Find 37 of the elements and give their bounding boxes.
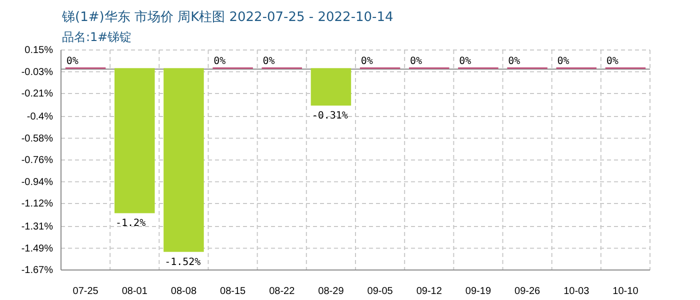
chart-title: 锑(1#)华东 市场价 周K柱图 2022-07-25 - 2022-10-14 [61, 10, 394, 25]
x-tick-label: 09-05 [367, 286, 394, 298]
x-tick-label: 07-25 [72, 286, 99, 298]
y-tick-label: -0.4% [26, 112, 54, 123]
data-label: 0% [459, 56, 472, 68]
x-tick-label: 10-10 [612, 286, 639, 298]
x-tick-label: 08-29 [318, 286, 344, 298]
data-label: 0% [410, 56, 422, 68]
x-tick-label: 08-01 [122, 286, 148, 298]
data-label: -1.52% [164, 256, 201, 268]
y-tick-label: -0.94% [21, 176, 54, 188]
y-tick-label: -1.67% [21, 265, 54, 276]
y-tick-label: -1.31% [21, 222, 54, 233]
data-label: 0% [214, 56, 226, 68]
x-tick-label: 09-26 [514, 286, 541, 298]
chart-subtitle: 品名:1#锑锭 [62, 30, 132, 44]
data-label: 0% [262, 56, 275, 68]
data-label: 0% [557, 56, 570, 68]
y-tick-label: -1.12% [21, 198, 54, 210]
data-label: -0.31% [312, 110, 348, 122]
x-tick-label: 09-19 [465, 286, 492, 298]
y-tick-label: -0.03% [21, 66, 54, 78]
y-tick-label: -1.49% [21, 243, 54, 254]
data-label: 0% [606, 56, 618, 68]
x-tick-label: 08-15 [220, 286, 246, 298]
data-label: 0% [360, 56, 373, 68]
y-tick-label: -0.76% [21, 155, 54, 166]
data-label: -1.2% [116, 218, 146, 230]
y-tick-label: 0.15% [24, 45, 54, 56]
y-tick-label: -0.21% [21, 88, 54, 100]
y-tick-label: -0.58% [21, 133, 54, 144]
x-tick-label: 08-08 [170, 286, 197, 298]
data-label: 0% [508, 56, 520, 68]
data-label: 0% [66, 56, 78, 68]
x-tick-label: 10-03 [564, 286, 590, 298]
x-tick-label: 08-22 [269, 286, 296, 298]
x-tick-label: 09-12 [416, 286, 442, 298]
